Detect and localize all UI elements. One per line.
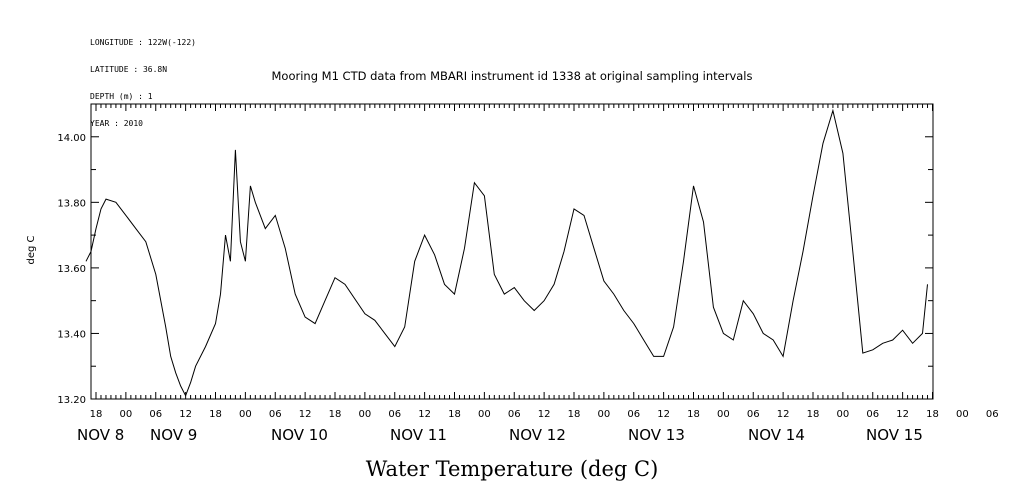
x-hour-label: 06 <box>269 409 282 420</box>
x-hour-label: 18 <box>687 409 700 420</box>
axis-ticks <box>90 103 933 400</box>
x-date-label: NOV 11 <box>390 426 447 444</box>
year-text: YEAR : 2010 <box>90 119 143 128</box>
x-hour-label: 18 <box>329 409 342 420</box>
x-date-label: NOV 8 <box>77 426 124 444</box>
x-hour-label: 12 <box>179 409 192 420</box>
x-hour-label: 12 <box>538 409 551 420</box>
x-hour-label: 06 <box>986 409 999 420</box>
x-date-label: NOV 10 <box>271 426 328 444</box>
x-hour-label: 00 <box>837 409 850 420</box>
series-line <box>85 108 928 397</box>
longitude-text: LONGITUDE : 122W(-122) <box>90 38 196 47</box>
x-date-label: NOV 14 <box>748 426 805 444</box>
x-hour-label: 00 <box>717 409 730 420</box>
x-axis-label: Water Temperature (deg C) <box>366 457 659 481</box>
x-hour-label: 00 <box>359 409 372 420</box>
x-hour-label: 00 <box>598 409 611 420</box>
y-tick-label: 13.40 <box>57 329 86 340</box>
y-axis-label: deg C <box>26 235 37 264</box>
x-hour-label: 06 <box>508 409 521 420</box>
x-hour-label: 00 <box>239 409 252 420</box>
x-hour-label: 06 <box>388 409 401 420</box>
x-hour-label: 12 <box>299 409 312 420</box>
depth-text: DEPTH (m) : 1 <box>90 92 153 101</box>
x-hour-label: 06 <box>627 409 640 420</box>
x-date-label: NOV 15 <box>866 426 923 444</box>
y-tick-label: 14.00 <box>57 133 86 144</box>
x-hour-label: 00 <box>478 409 491 420</box>
y-tick-label: 13.60 <box>57 264 86 275</box>
x-hour-label: 00 <box>956 409 969 420</box>
x-hour-label: 18 <box>209 409 222 420</box>
x-hour-label: 12 <box>896 409 909 420</box>
axis-tick-labels: 13.20 13.40 13.60 13.80 14.00 18 00 06 12 18 00 06 1… <box>57 133 999 444</box>
chart-title: Mooring M1 CTD data from MBARI instrumen… <box>272 69 753 83</box>
x-hour-label: 06 <box>747 409 760 420</box>
x-hour-label: 18 <box>807 409 820 420</box>
x-hour-label: 12 <box>657 409 670 420</box>
latitude-text: LATITUDE : 36.8N <box>90 65 168 74</box>
x-hour-label: 18 <box>926 409 939 420</box>
x-hour-label: 12 <box>777 409 790 420</box>
x-hour-label: 06 <box>149 409 162 420</box>
x-hour-label: 00 <box>120 409 133 420</box>
y-tick-label: 13.20 <box>57 395 86 406</box>
x-date-label: NOV 13 <box>628 426 685 444</box>
x-date-label: NOV 9 <box>150 426 197 444</box>
x-hour-label: 18 <box>448 409 461 420</box>
x-hour-label: 06 <box>866 409 879 420</box>
x-hour-label: 18 <box>90 409 103 420</box>
y-tick-label: 13.80 <box>57 198 86 209</box>
metadata-block: LONGITUDE : 122W(-122) LATITUDE : 36.8N … <box>90 20 196 137</box>
x-hour-label: 12 <box>418 409 431 420</box>
x-date-label: NOV 12 <box>509 426 566 444</box>
x-hour-label: 18 <box>568 409 581 420</box>
plot-frame <box>90 103 934 400</box>
